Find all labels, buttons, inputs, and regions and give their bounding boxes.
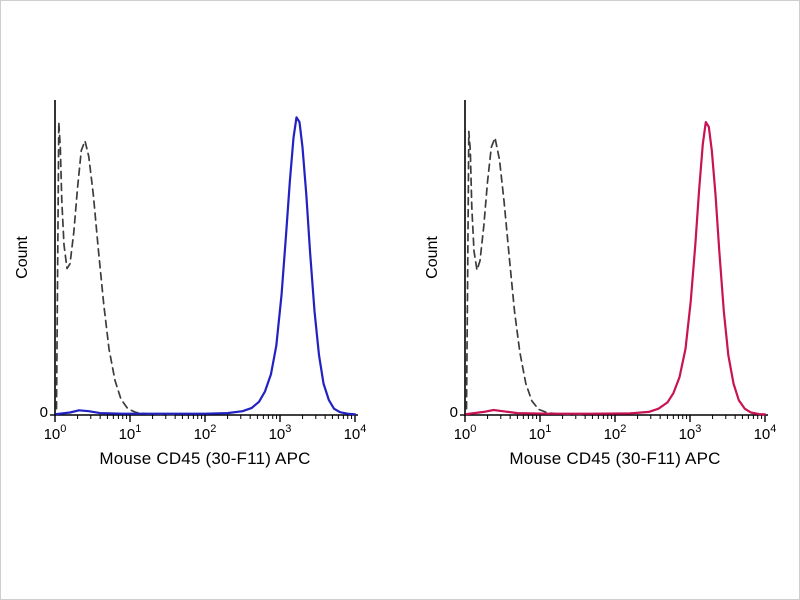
x-tick-label: 101 bbox=[119, 423, 142, 443]
control-dashed-curve bbox=[465, 130, 586, 416]
y-axis-label: Count bbox=[424, 236, 441, 279]
stained-solid-curve bbox=[55, 116, 357, 416]
x-axis-label: Mouse CD45 (30-F11) APC bbox=[509, 449, 721, 468]
x-tick-label: 104 bbox=[754, 423, 777, 443]
x-tick-label: 102 bbox=[194, 423, 217, 443]
x-tick-label: 102 bbox=[604, 423, 627, 443]
x-tick-label: 101 bbox=[529, 423, 552, 443]
x-tick-label: 100 bbox=[45, 423, 66, 443]
x-tick-label: 103 bbox=[679, 423, 702, 443]
stained-solid-curve bbox=[465, 121, 767, 416]
right-plot-area: 100 101 102 103 104 bbox=[455, 100, 777, 443]
left-plot-area: 100 101 102 103 104 bbox=[45, 100, 367, 443]
y-axis-zero-tick-label: 0 bbox=[449, 404, 458, 421]
control-dashed-curve bbox=[55, 121, 176, 416]
y-axis-zero-tick-label: 0 bbox=[39, 404, 48, 421]
y-axis-label: Count bbox=[14, 236, 31, 279]
x-tick-label: 103 bbox=[269, 423, 292, 443]
x-tick-label: 100 bbox=[455, 423, 476, 443]
x-axis-label: Mouse CD45 (30-F11) APC bbox=[99, 449, 311, 468]
x-tick-label: 104 bbox=[344, 423, 367, 443]
